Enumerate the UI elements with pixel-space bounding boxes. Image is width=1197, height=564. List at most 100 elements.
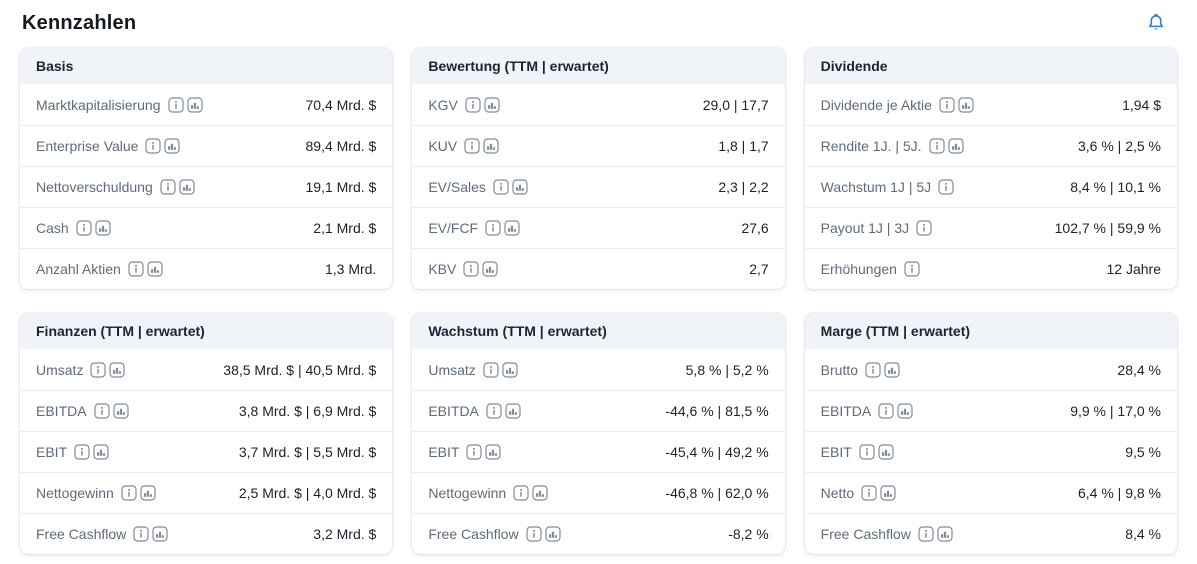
info-icon-button[interactable] bbox=[76, 220, 92, 236]
info-icon-button[interactable] bbox=[90, 361, 107, 378]
info-icon bbox=[916, 220, 932, 236]
chart-icon-button[interactable] bbox=[947, 138, 964, 154]
info-icon-button[interactable] bbox=[865, 361, 881, 378]
info-icon-button[interactable] bbox=[464, 138, 480, 154]
info-icon bbox=[904, 261, 920, 277]
metric-label: EV/FCF bbox=[428, 220, 479, 236]
info-icon-button[interactable] bbox=[145, 138, 162, 154]
info-icon-button[interactable] bbox=[513, 485, 529, 501]
info-icon bbox=[128, 261, 144, 277]
metric-row: Marktkapitalisierung bbox=[20, 84, 392, 125]
chart-icon-button[interactable] bbox=[484, 96, 500, 113]
info-icon-button[interactable] bbox=[859, 444, 875, 460]
metric-value: 2,3 | 2,2 bbox=[718, 179, 769, 195]
chart-icon bbox=[112, 403, 129, 419]
chart-icon-button[interactable] bbox=[880, 485, 896, 501]
chart-icon bbox=[186, 96, 203, 113]
chart-icon-button[interactable] bbox=[179, 179, 195, 195]
info-icon-button[interactable] bbox=[861, 485, 877, 501]
info-icon bbox=[90, 361, 107, 378]
info-icon-button[interactable] bbox=[160, 179, 176, 195]
metric-row: EBITDA bbox=[20, 390, 393, 431]
info-icon-button[interactable] bbox=[938, 179, 954, 195]
info-icon-button[interactable] bbox=[916, 220, 932, 236]
chart-icon-button[interactable] bbox=[483, 138, 499, 154]
chart-icon bbox=[483, 138, 499, 154]
chart-icon-button[interactable] bbox=[884, 361, 900, 378]
info-icon bbox=[464, 138, 480, 154]
chart-icon-button[interactable] bbox=[878, 444, 894, 460]
chart-icon-button[interactable] bbox=[482, 261, 498, 277]
info-icon-button[interactable] bbox=[939, 96, 955, 113]
chart-icon-button[interactable] bbox=[109, 361, 126, 378]
chart-icon bbox=[109, 361, 126, 378]
chart-icon-button[interactable] bbox=[504, 220, 520, 236]
info-icon-button[interactable] bbox=[128, 261, 144, 277]
chart-icon-button[interactable] bbox=[958, 96, 974, 113]
metric-value: 9,9 % | 17,0 % bbox=[1070, 403, 1161, 419]
metric-label: Free Cashflow bbox=[820, 526, 911, 542]
info-icon-button[interactable] bbox=[904, 261, 920, 277]
chart-icon-button[interactable] bbox=[140, 485, 156, 501]
metric-label: Wachstum 1J | 5J bbox=[820, 179, 932, 195]
metric-row: EBIT bbox=[20, 431, 393, 472]
metric-row: Anzahl Aktien bbox=[20, 248, 393, 289]
info-icon-button[interactable] bbox=[928, 138, 945, 154]
card-rows: KGV bbox=[412, 84, 785, 289]
info-icon-button[interactable] bbox=[167, 96, 184, 113]
metric-label: KBV bbox=[428, 261, 457, 277]
chart-icon-button[interactable] bbox=[505, 403, 521, 419]
chart-icon-button[interactable] bbox=[186, 96, 203, 113]
info-icon-button[interactable] bbox=[74, 444, 90, 460]
info-icon bbox=[493, 179, 509, 195]
chart-icon-button[interactable] bbox=[532, 485, 548, 501]
metric-label-group: Erhöhungen bbox=[821, 261, 920, 277]
metric-label-group: Cash bbox=[36, 220, 111, 236]
chart-icon-button[interactable] bbox=[95, 220, 111, 236]
chart-icon-button[interactable] bbox=[544, 526, 561, 542]
info-icon-button[interactable] bbox=[466, 444, 483, 460]
chart-icon-button[interactable] bbox=[512, 179, 528, 195]
info-icon-button[interactable] bbox=[463, 261, 479, 277]
chart-icon-button[interactable] bbox=[897, 403, 913, 419]
metric-row: EBITDA bbox=[804, 390, 1177, 431]
metric-label: Free Cashflow bbox=[428, 526, 519, 542]
info-icon-button[interactable] bbox=[493, 179, 509, 195]
info-icon-button[interactable] bbox=[918, 526, 934, 542]
info-icon-button[interactable] bbox=[483, 361, 499, 378]
metric-value: 8,4 % | 10,1 % bbox=[1070, 179, 1161, 195]
chart-icon-button[interactable] bbox=[485, 444, 502, 460]
metric-label: Payout 1J | 3J bbox=[820, 220, 910, 236]
chart-icon-button[interactable] bbox=[147, 261, 163, 277]
info-icon-button[interactable] bbox=[485, 220, 501, 236]
chart-icon-button[interactable] bbox=[93, 444, 109, 460]
metric-card: Dividende Dividende je Aktie bbox=[804, 48, 1177, 289]
card-rows: Marktkapitalisierung bbox=[20, 84, 393, 289]
info-icon-button[interactable] bbox=[121, 485, 137, 501]
metric-label: Nettoverschuldung bbox=[36, 179, 153, 195]
info-icon-button[interactable] bbox=[133, 526, 149, 542]
metric-label-group: Nettogewinn bbox=[36, 485, 156, 501]
chart-icon-button[interactable] bbox=[937, 526, 953, 542]
info-icon-button[interactable] bbox=[525, 526, 542, 542]
chart-icon-button[interactable] bbox=[152, 526, 168, 542]
info-icon bbox=[74, 444, 90, 460]
metric-label-group: Payout 1J | 3J bbox=[821, 220, 932, 236]
info-icon-button[interactable] bbox=[878, 403, 894, 419]
info-icon-button[interactable] bbox=[93, 403, 110, 419]
chart-icon-button[interactable] bbox=[112, 403, 129, 419]
info-icon-button[interactable] bbox=[486, 403, 502, 419]
chart-icon-button[interactable] bbox=[502, 361, 518, 378]
metric-label-group: Anzahl Aktien bbox=[36, 261, 163, 277]
card-title: Basis bbox=[36, 58, 74, 74]
metric-value: 28,4 % bbox=[1117, 361, 1161, 378]
info-icon bbox=[483, 361, 499, 378]
metric-label: Cash bbox=[36, 220, 69, 236]
metric-value: 89,4 Mrd. $ bbox=[305, 138, 377, 154]
metric-row: Netto bbox=[804, 472, 1177, 513]
metric-label: Free Cashflow bbox=[36, 526, 127, 542]
chart-icon-button[interactable] bbox=[164, 138, 181, 154]
info-icon-button[interactable] bbox=[465, 96, 481, 113]
notification-bell-button[interactable] bbox=[1143, 10, 1169, 36]
